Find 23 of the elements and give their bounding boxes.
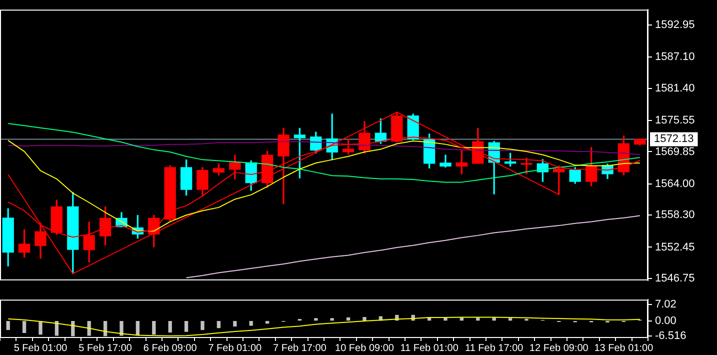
y-tick-label: 1564.00 xyxy=(655,178,695,190)
y-tick-label: 7.02 xyxy=(655,298,676,310)
x-tick-label: 13 Feb 01:00 xyxy=(594,342,654,354)
x-tick-label: 11 Feb 17:00 xyxy=(465,342,524,354)
x-tick-label: 10 Feb 09:00 xyxy=(335,342,394,354)
y-tick-label: 0.00 xyxy=(655,314,676,327)
y-tick-label: 1581.40 xyxy=(655,82,695,94)
x-tick-label: 5 Feb 17:00 xyxy=(78,342,132,354)
y-tick-label: 1546.75 xyxy=(655,272,695,285)
x-tick-label: 11 Feb 01:00 xyxy=(400,342,459,354)
y-tick-label: 1592.95 xyxy=(655,18,695,31)
y-tick-label: 1575.55 xyxy=(655,114,695,126)
x-tick-label: 5 Feb 01:00 xyxy=(14,342,68,354)
ref-line-label: 1572.13 xyxy=(654,133,694,146)
y-tick-label: -6.516 xyxy=(655,330,686,342)
y-tick-label: 1587.10 xyxy=(655,51,695,64)
x-tick-label: 7 Feb 01:00 xyxy=(208,342,262,354)
x-tick-label: 12 Feb 09:00 xyxy=(529,342,589,354)
y-tick-label: 1552.45 xyxy=(655,241,695,254)
x-tick-label: 6 Feb 09:00 xyxy=(143,342,198,354)
y-tick-label: 1569.85 xyxy=(655,146,695,158)
y-tick-label: 1558.30 xyxy=(655,209,695,222)
x-tick-label: 7 Feb 17:00 xyxy=(273,342,327,354)
